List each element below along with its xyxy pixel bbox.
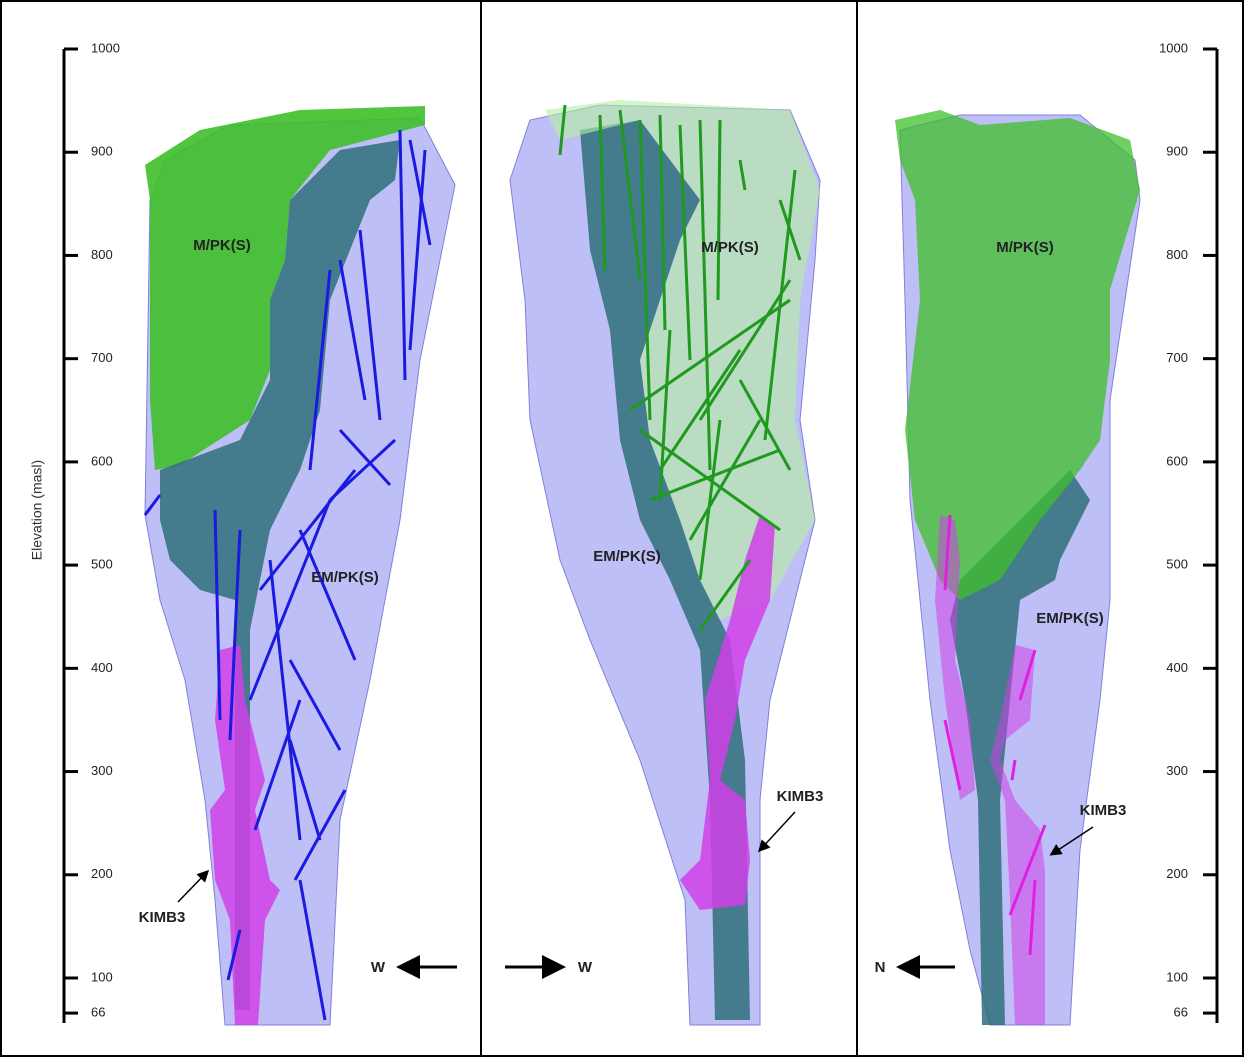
tick-label: 300 — [1166, 763, 1188, 778]
unit-label: KIMB3 — [777, 788, 824, 805]
tick-label: 400 — [91, 660, 113, 675]
axis-title: Elevation (masl) — [29, 460, 45, 560]
unit-label: M/PK(S) — [996, 239, 1054, 256]
pointer — [760, 812, 795, 850]
panel-1: M/PK(S) EM/PK(S) KIMB3 W — [139, 106, 457, 1025]
tick-label: 200 — [1166, 866, 1188, 881]
tick-label: 1000 — [1159, 40, 1188, 55]
pointer — [178, 872, 207, 902]
tick-label: 1000 — [91, 40, 120, 55]
tick-label: 800 — [91, 247, 113, 262]
unit-label: KIMB3 — [139, 909, 186, 926]
tick-label: 66 — [91, 1005, 105, 1020]
tick-label: 700 — [91, 350, 113, 365]
tick-label: 500 — [91, 557, 113, 572]
figure: Elevation (masl) 1000 900 800 700 600 500 400 3… — [0, 0, 1244, 1057]
panel-2: M/PK(S) EM/PK(S) KIMB3 W — [505, 100, 823, 1025]
tick-label: 66 — [1174, 1005, 1188, 1020]
unit-label: KIMB3 — [1080, 802, 1127, 819]
tick-label: 300 — [91, 763, 113, 778]
tick-label: 100 — [91, 969, 113, 984]
tick-label: 800 — [1166, 247, 1188, 262]
tick-label: 400 — [1166, 660, 1188, 675]
unit-label: EM/PK(S) — [1036, 610, 1104, 627]
tick-label: 100 — [1166, 969, 1188, 984]
unit-label: M/PK(S) — [701, 239, 759, 256]
panel-3: M/PK(S) EM/PK(S) KIMB3 N — [875, 110, 1140, 1025]
tick-label: 600 — [91, 453, 113, 468]
tick-label: 200 — [91, 866, 113, 881]
tick-label: 500 — [1166, 557, 1188, 572]
direction-label: N — [875, 959, 886, 976]
tick-label: 700 — [1166, 350, 1188, 365]
tick-label: 600 — [1166, 453, 1188, 468]
direction-label: W — [371, 959, 386, 976]
direction-label: W — [578, 959, 593, 976]
tick-label: 900 — [91, 144, 113, 159]
unit-label: EM/PK(S) — [593, 548, 661, 565]
unit-label: M/PK(S) — [193, 237, 251, 254]
tick-label: 900 — [1166, 144, 1188, 159]
unit-label: EM/PK(S) — [311, 569, 379, 586]
